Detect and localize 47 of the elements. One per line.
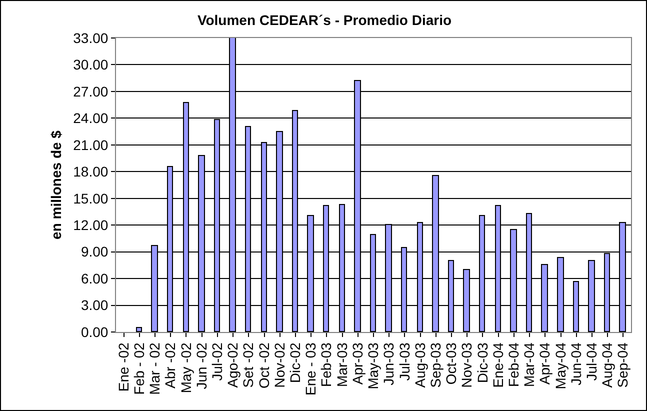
y-tick-label: 6.00 [80, 270, 108, 286]
x-tick-label: Jul-02 [208, 342, 225, 381]
x-tick-label: Ene-04 [490, 342, 506, 388]
x-tick-label: Feb-03 [318, 342, 334, 387]
x-tick-label: Nov-02 [271, 342, 288, 388]
x-tick-label: Oct-03 [443, 342, 460, 385]
x-tick-label: Mar-04 [521, 342, 538, 387]
x-tick-label: Dic-02 [287, 342, 304, 384]
x-tick-label: Jun-04 [568, 342, 584, 386]
x-tick-label: Set -02 [240, 342, 256, 388]
x-tick-label: Jun -02 [193, 342, 210, 390]
x-tick-label: Abr -02 [162, 342, 178, 389]
y-tick-label: 15.00 [73, 190, 108, 206]
x-tick-label: Apr-03 [349, 342, 366, 385]
y-axis-title: en millones de $ [48, 130, 64, 240]
x-tick-label: Mar-03 [334, 342, 350, 387]
x-tick-label: Ago-02 [224, 342, 241, 388]
y-tick-label: 18.00 [73, 164, 108, 180]
x-tick-label: Ene -02 [115, 342, 132, 392]
y-tick-label: 12.00 [73, 216, 108, 233]
x-tick-label: May-03 [365, 342, 382, 390]
x-tick-label: Sep-04 [614, 342, 631, 388]
y-tick-label: 33.00 [73, 30, 108, 46]
x-tick-label: Apr-04 [536, 342, 553, 385]
x-tick-label: Feb-04 [506, 342, 522, 387]
x-tick-label: Sep-03 [427, 342, 444, 388]
y-tick-label: 0.00 [80, 324, 108, 340]
x-tick-label: Nov-03 [458, 342, 475, 388]
y-tick-label: 27.00 [73, 83, 108, 100]
y-tick-label: 9.00 [80, 244, 108, 260]
x-tick-label: Aug-03 [412, 342, 428, 388]
y-tick-label: 3.00 [80, 297, 108, 314]
x-tick-label: Jul-04 [584, 342, 600, 381]
x-tick-label: Jul-03 [396, 342, 412, 381]
x-tick-label: Dic-03 [474, 342, 490, 384]
x-tick-label: Mar - 02 [146, 342, 163, 395]
x-tick-label: May-04 [552, 342, 568, 390]
x-tick-label: Ene - 03 [302, 342, 319, 396]
x-tick-label: May -02 [178, 342, 194, 394]
x-tick-label: Aug-04 [599, 342, 616, 388]
x-tick-label: Oct -02 [256, 342, 272, 389]
x-tick-label: Jun-03 [380, 342, 397, 386]
y-tick-label: 21.00 [73, 136, 108, 153]
x-tick-label: Feb - 02 [130, 342, 147, 395]
y-tick-label: 30.00 [73, 56, 108, 73]
chart-title: Volumen CEDEAR´s - Promedio Diario [197, 12, 452, 28]
y-tick-label: 24.00 [73, 110, 108, 126]
